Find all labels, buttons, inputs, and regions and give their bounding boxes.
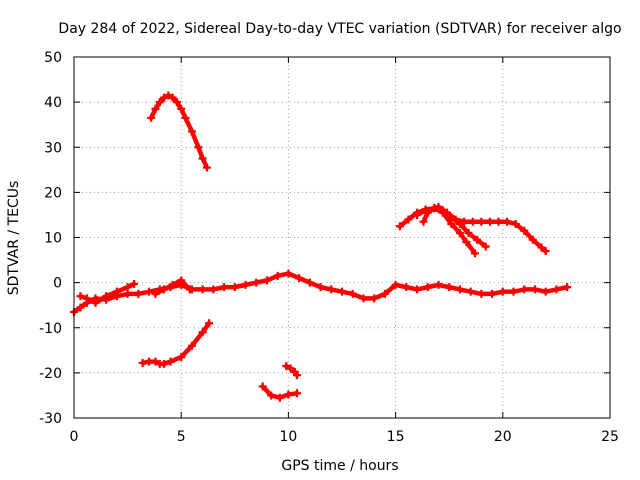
y-tick-label: 30	[44, 140, 62, 156]
y-tick-labels: -30 -20 -10 0 10 20 30 40 50	[39, 50, 62, 427]
y-tick-label: 20	[44, 185, 62, 201]
y-tick-label: -20	[39, 366, 62, 382]
series-main-trace	[70, 269, 572, 316]
series-arc-midday-short	[282, 362, 301, 380]
x-tick-label: 25	[601, 429, 619, 445]
data-segment	[382, 282, 398, 297]
data-point	[130, 279, 139, 288]
data-segment	[464, 239, 478, 256]
data-segment	[189, 330, 205, 349]
x-tick-label: 20	[494, 429, 512, 445]
axes	[73, 56, 611, 419]
x-axis-title: GPS time / hours	[281, 458, 398, 474]
series-arc-midday-low	[258, 382, 301, 402]
data-point	[202, 163, 211, 172]
y-tick-label: -10	[39, 321, 62, 337]
y-axis-title: SDTVAR / TECUs	[6, 181, 22, 296]
chart-title: Day 284 of 2022, Sidereal Day-to-day VTE…	[58, 21, 621, 37]
series-arc-morning-high	[147, 91, 211, 172]
grid-lines	[74, 57, 610, 418]
y-tick-label: 50	[44, 50, 62, 66]
data-point	[205, 319, 214, 328]
x-tick-label: 15	[387, 429, 405, 445]
x-tick-label: 10	[279, 429, 297, 445]
data-point	[470, 249, 479, 258]
data-point	[292, 389, 301, 398]
data-point	[292, 371, 301, 380]
series-afternoon-branch	[151, 276, 194, 298]
data-point	[541, 247, 550, 256]
data-segment	[440, 210, 454, 227]
y-tick-label: 40	[44, 95, 62, 111]
series-early-branch	[76, 279, 139, 307]
x-tick-label: 5	[177, 429, 186, 445]
series-arc-evening-c	[419, 204, 479, 258]
data-segment	[474, 237, 488, 249]
data-point	[563, 283, 572, 292]
x-tick-label: 0	[70, 429, 79, 445]
series-arc-morning-low	[138, 319, 214, 368]
x-tick-labels: 0 5 10 15 20 25	[70, 429, 619, 445]
y-tick-label: -30	[39, 411, 62, 427]
data-point	[185, 285, 194, 294]
data-segment	[178, 343, 195, 360]
data-point	[481, 242, 490, 251]
data-series	[70, 91, 572, 402]
data-segment	[178, 278, 193, 292]
y-tick-label: 10	[44, 231, 62, 247]
y-tick-label: 0	[53, 276, 62, 292]
